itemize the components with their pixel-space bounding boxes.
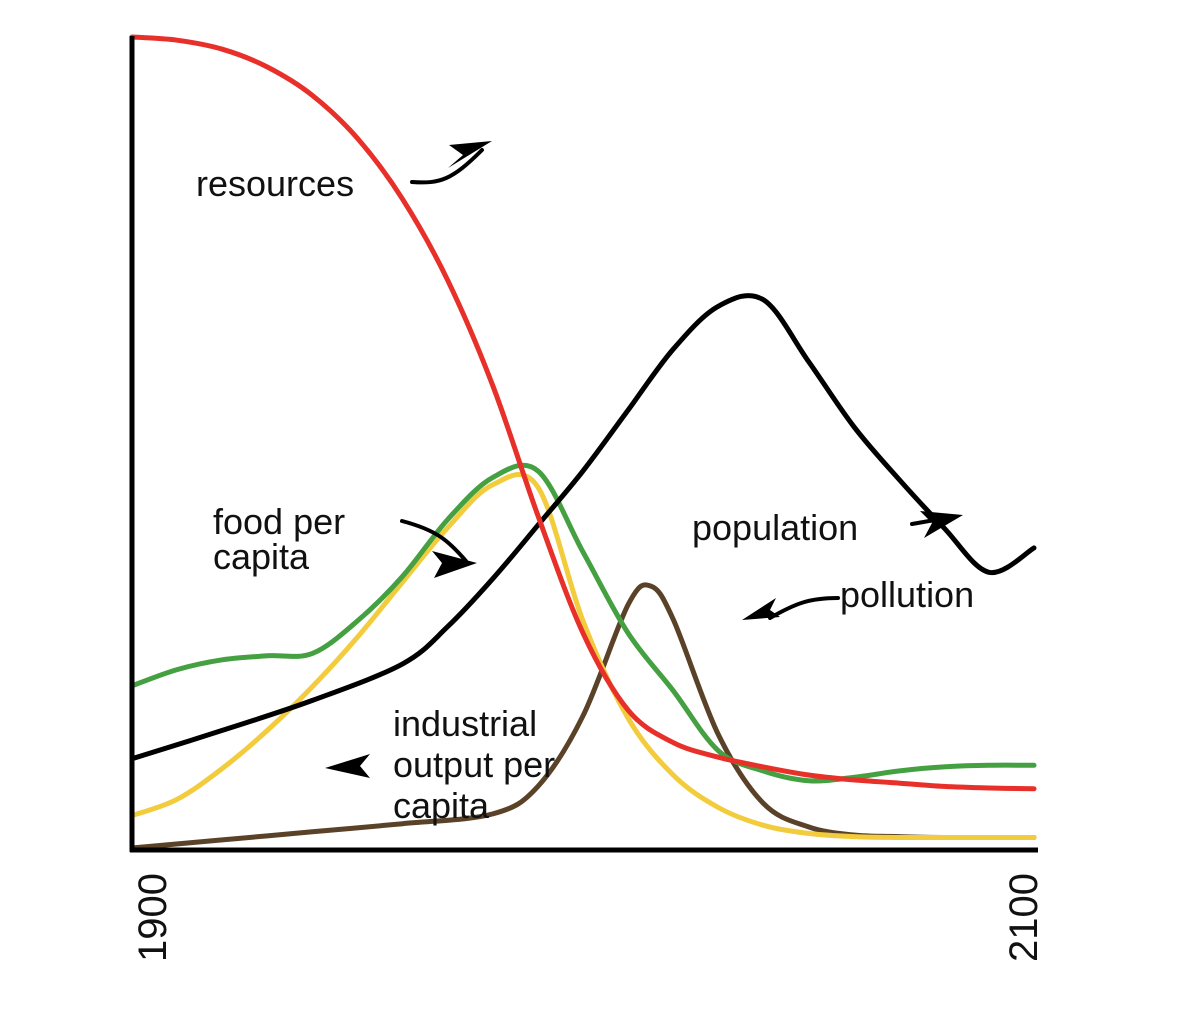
annotation-industrial-output: industrial output per capita [325,703,555,826]
x-tick-label-start: 1900 [131,873,175,962]
population-label: population [692,507,858,548]
industrial-output-label: capita [393,785,490,826]
series-line-food-per-capita [129,462,1037,784]
industrial-arrowhead-icon [325,754,370,778]
annotation-pollution: pollution [742,574,974,620]
pollution-arrowhead-icon [742,598,780,620]
industrial-output-label: output per [393,744,555,785]
series-line-resources [129,34,1037,792]
annotation-resources: resources [196,141,492,204]
population-arrowhead-icon [920,511,963,538]
series-line-population [129,293,1037,762]
series-layer [129,34,1037,851]
food-pointer-icon [400,519,468,563]
industrial-output-label: industrial [393,703,537,744]
annotation-population: population [692,507,963,548]
resources-pointer-icon [410,148,484,185]
x-tick-label-end: 2100 [1002,873,1046,962]
annotation-food-per-capita: food per capita [213,501,477,578]
food-arrowhead-icon [432,551,477,578]
pollution-pointer-icon [768,596,840,620]
food-per-capita-label: capita [213,536,310,577]
pollution-label: pollution [840,574,974,615]
resources-label: resources [196,163,354,204]
food-per-capita-label: food per [213,501,345,542]
resources-arrowhead-icon [448,141,492,168]
